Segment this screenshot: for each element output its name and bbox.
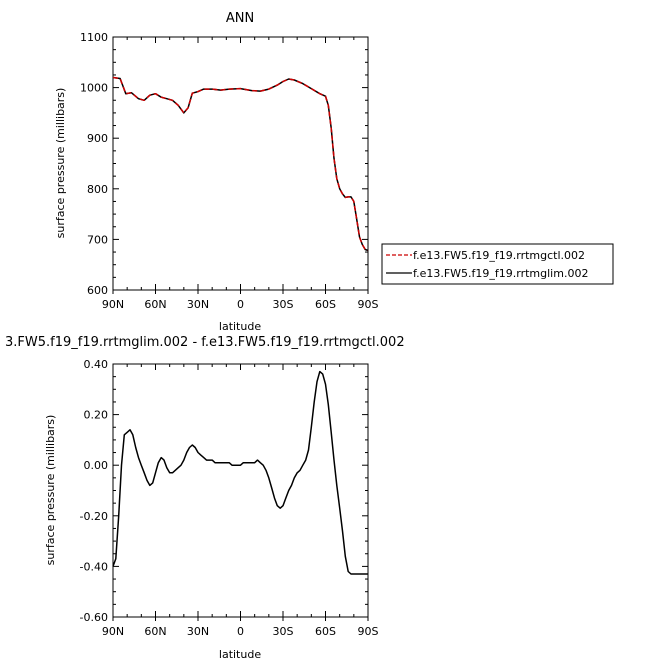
chart-panel-bottom: 3.FW5.f19_f19.rrtmglim.002 - f.e13.FW5.f… — [5, 335, 405, 661]
plot-lines — [112, 76, 369, 252]
legend-label-ctl: f.e13.FW5.f19_f19.rrtmgctl.002 — [413, 249, 585, 262]
x-tick-label: 0 — [237, 625, 244, 638]
chart-title: ANN — [226, 11, 254, 26]
x-axis: 90N 60N 30N 0 30S 60S 90S — [102, 364, 379, 638]
plot-lines — [112, 370, 368, 575]
y-axis-label: surface pressure (millibars) — [54, 88, 67, 239]
y-tick-label: -0.60 — [80, 611, 108, 624]
x-tick-label: 30N — [187, 625, 209, 638]
x-tick-label: 60N — [144, 298, 166, 311]
x-tick-label: 90S — [358, 298, 379, 311]
x-tick-label: 60S — [315, 298, 336, 311]
chart-title: 3.FW5.f19_f19.rrtmglim.002 - f.e13.FW5.f… — [5, 335, 405, 350]
y-axis-label: surface pressure (millibars) — [44, 415, 57, 566]
x-tick-label: 90S — [358, 625, 379, 638]
x-tick-label: 30S — [273, 298, 294, 311]
y-tick-label: 600 — [87, 284, 108, 297]
x-tick-label: 90N — [102, 625, 124, 638]
legend-label-lim: f.e13.FW5.f19_f19.rrtmglim.002 — [413, 267, 588, 280]
y-tick-label: 1000 — [80, 82, 108, 95]
x-tick-label: 60S — [315, 625, 336, 638]
y-tick-label: 0.00 — [84, 459, 109, 472]
x-axis-label: latitude — [219, 648, 261, 661]
y-tick-label: -0.40 — [80, 560, 108, 573]
x-tick-label: 90N — [102, 298, 124, 311]
y-axis: -0.60 -0.40 -0.20 0.00 0.20 0.40 — [80, 358, 368, 624]
series-line — [112, 76, 369, 252]
plot-frame — [112, 363, 369, 618]
legend: f.e13.FW5.f19_f19.rrtmgctl.002 f.e13.FW5… — [381, 243, 614, 285]
y-tick-label: 0.40 — [84, 358, 109, 371]
y-axis: 600 700 800 900 1000 1100 — [80, 31, 368, 297]
x-axis-label: latitude — [219, 320, 261, 333]
y-tick-label: 800 — [87, 183, 108, 196]
x-tick-label: 30S — [273, 625, 294, 638]
x-tick-label: 60N — [144, 625, 166, 638]
y-tick-label: 700 — [87, 233, 108, 246]
y-tick-label: 900 — [87, 132, 108, 145]
x-tick-label: 30N — [187, 298, 209, 311]
y-tick-label: 1100 — [80, 31, 108, 44]
plot-frame — [112, 36, 369, 291]
series-line — [112, 76, 369, 252]
x-tick-label: 0 — [237, 298, 244, 311]
legend-box — [381, 243, 614, 285]
y-tick-label: 0.20 — [84, 409, 109, 422]
x-axis: 90N 60N 30N 0 30S 60S 90S — [102, 37, 379, 311]
y-tick-label: -0.20 — [80, 510, 108, 523]
series-line — [112, 370, 368, 575]
